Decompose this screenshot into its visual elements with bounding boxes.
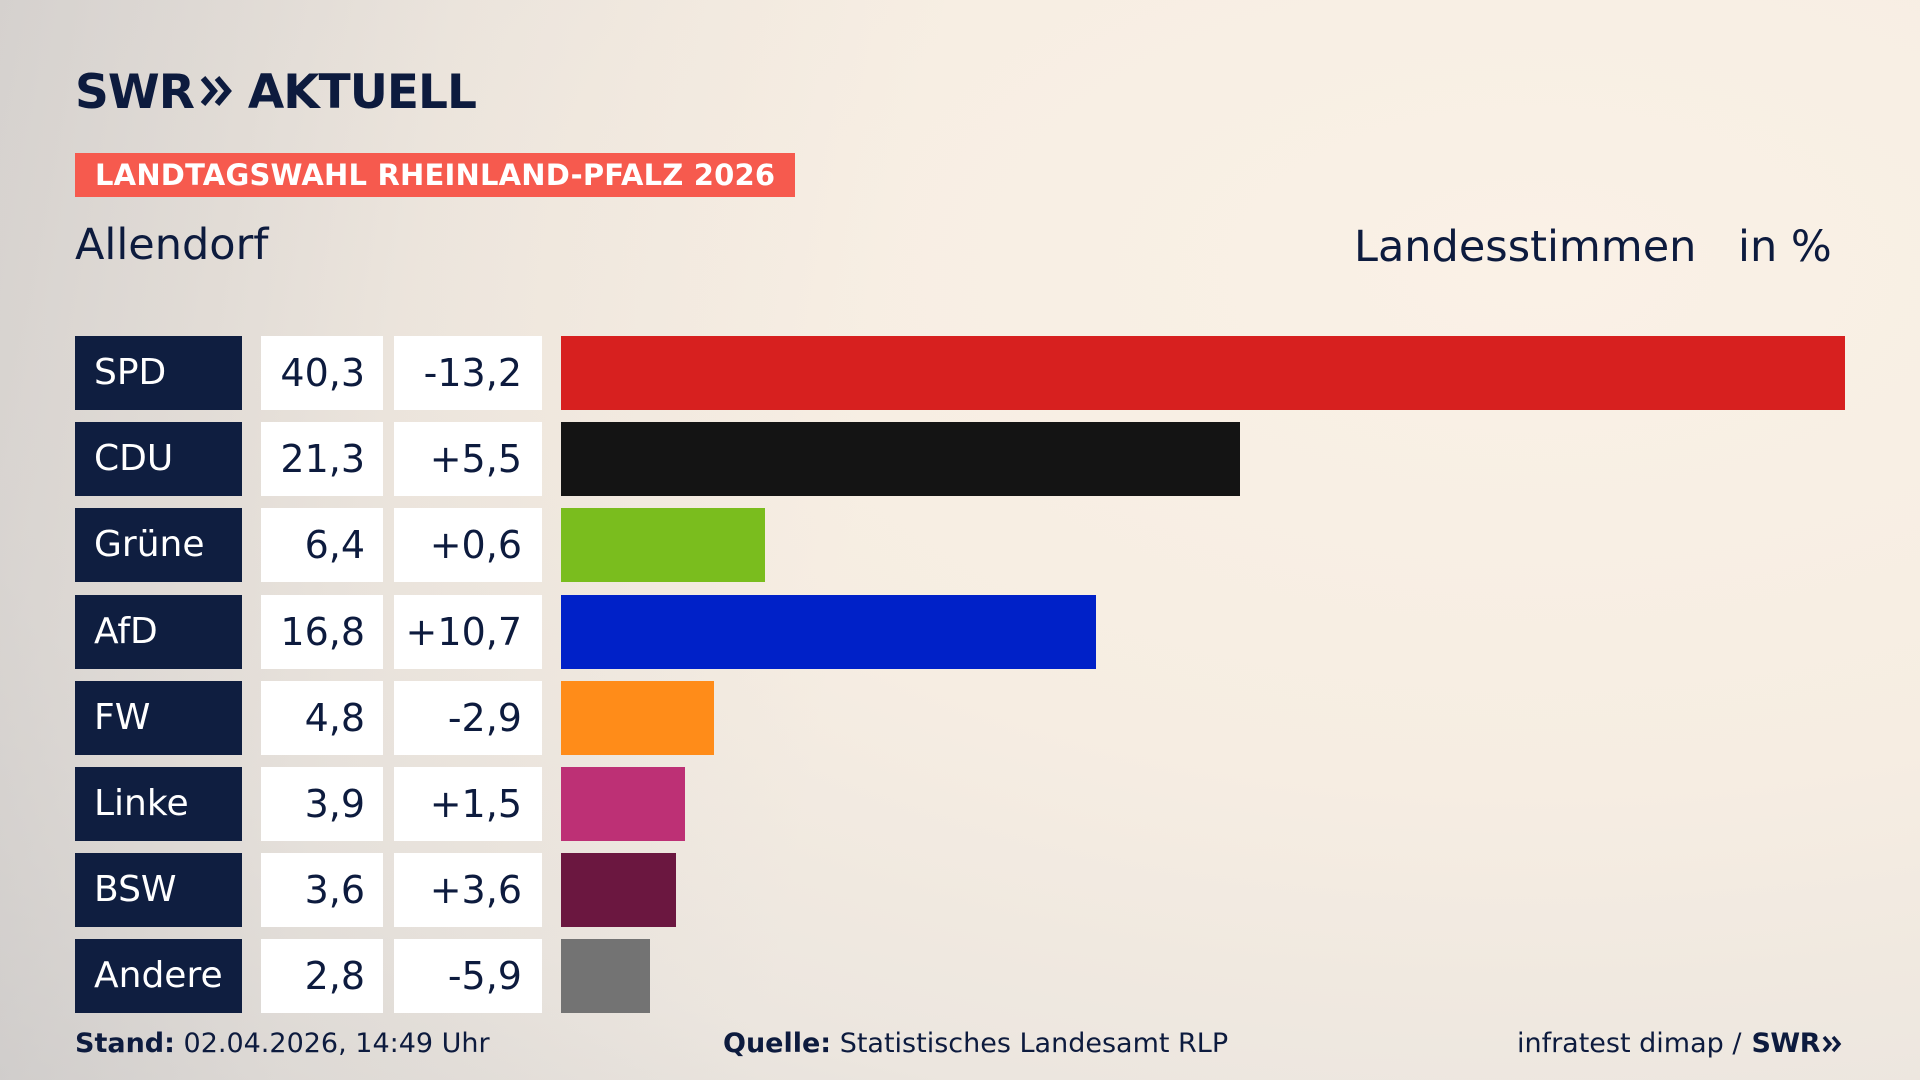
- footer-source: Quelle: Statistisches Landesamt RLP: [723, 1028, 1228, 1059]
- change-label: +10,7: [394, 595, 542, 669]
- value-label: 21,3: [261, 422, 383, 496]
- change-label: +1,5: [394, 767, 542, 841]
- bar: [561, 681, 714, 755]
- stand-label: Stand:: [75, 1028, 175, 1059]
- logo-swr-text: SWR: [75, 64, 195, 120]
- party-row: SPD 40,3 -13,2: [0, 336, 1920, 410]
- bar: [561, 767, 685, 841]
- value-label: 4,8: [261, 681, 383, 755]
- logo-aktuell-text: AKTUELL: [247, 64, 477, 120]
- change-label: +3,6: [394, 853, 542, 927]
- swr-aktuell-logo: SWR AKTUELL: [75, 64, 477, 120]
- election-tag: LANDTAGSWAHL RHEINLAND-PFALZ 2026: [75, 153, 796, 197]
- footer-stand: Stand: 02.04.2026, 14:49 Uhr: [75, 1028, 490, 1059]
- bar: [561, 853, 676, 927]
- change-label: +5,5: [394, 422, 542, 496]
- place-title: Allendorf: [75, 220, 269, 270]
- bar: [561, 595, 1096, 669]
- change-label: -2,9: [394, 681, 542, 755]
- bar: [561, 336, 1845, 410]
- change-label: -5,9: [394, 939, 542, 1013]
- value-label: 6,4: [261, 508, 383, 582]
- change-label: +0,6: [394, 508, 542, 582]
- value-label: 3,9: [261, 767, 383, 841]
- source-value: Statistisches Landesamt RLP: [839, 1028, 1229, 1059]
- value-label: 2,8: [261, 939, 383, 1013]
- party-label: Linke: [75, 767, 242, 841]
- party-row: CDU 21,3 +5,5: [0, 422, 1920, 496]
- party-label: FW: [75, 681, 242, 755]
- bar: [561, 939, 650, 1013]
- double-chevron-icon: [200, 65, 234, 120]
- measure-label: Landesstimmen: [1354, 222, 1697, 272]
- stand-value: 02.04.2026, 14:49 Uhr: [183, 1028, 490, 1059]
- bar: [561, 422, 1240, 496]
- party-label: SPD: [75, 336, 242, 410]
- party-row: AfD 16,8 +10,7: [0, 595, 1920, 669]
- party-label: CDU: [75, 422, 242, 496]
- unit-label: in %: [1738, 222, 1832, 272]
- change-label: -13,2: [394, 336, 542, 410]
- source-label: Quelle:: [723, 1028, 832, 1059]
- credit-swr-text: SWR: [1751, 1028, 1820, 1059]
- party-label: Grüne: [75, 508, 242, 582]
- party-row: FW 4,8 -2,9: [0, 681, 1920, 755]
- party-row: Linke 3,9 +1,5: [0, 767, 1920, 841]
- credit-swr-logo: SWR: [1751, 1028, 1844, 1059]
- party-label: BSW: [75, 853, 242, 927]
- party-label: Andere: [75, 939, 242, 1013]
- bar: [561, 508, 765, 582]
- value-label: 3,6: [261, 853, 383, 927]
- party-row: BSW 3,6 +3,6: [0, 853, 1920, 927]
- footer-credit: infratest dimap / SWR: [1517, 1028, 1844, 1059]
- party-label: AfD: [75, 595, 242, 669]
- double-chevron-icon: [1822, 1035, 1842, 1053]
- credit-text: infratest dimap /: [1516, 1028, 1742, 1059]
- value-label: 16,8: [261, 595, 383, 669]
- party-row: Andere 2,8 -5,9: [0, 939, 1920, 1013]
- party-row: Grüne 6,4 +0,6: [0, 508, 1920, 582]
- value-label: 40,3: [261, 336, 383, 410]
